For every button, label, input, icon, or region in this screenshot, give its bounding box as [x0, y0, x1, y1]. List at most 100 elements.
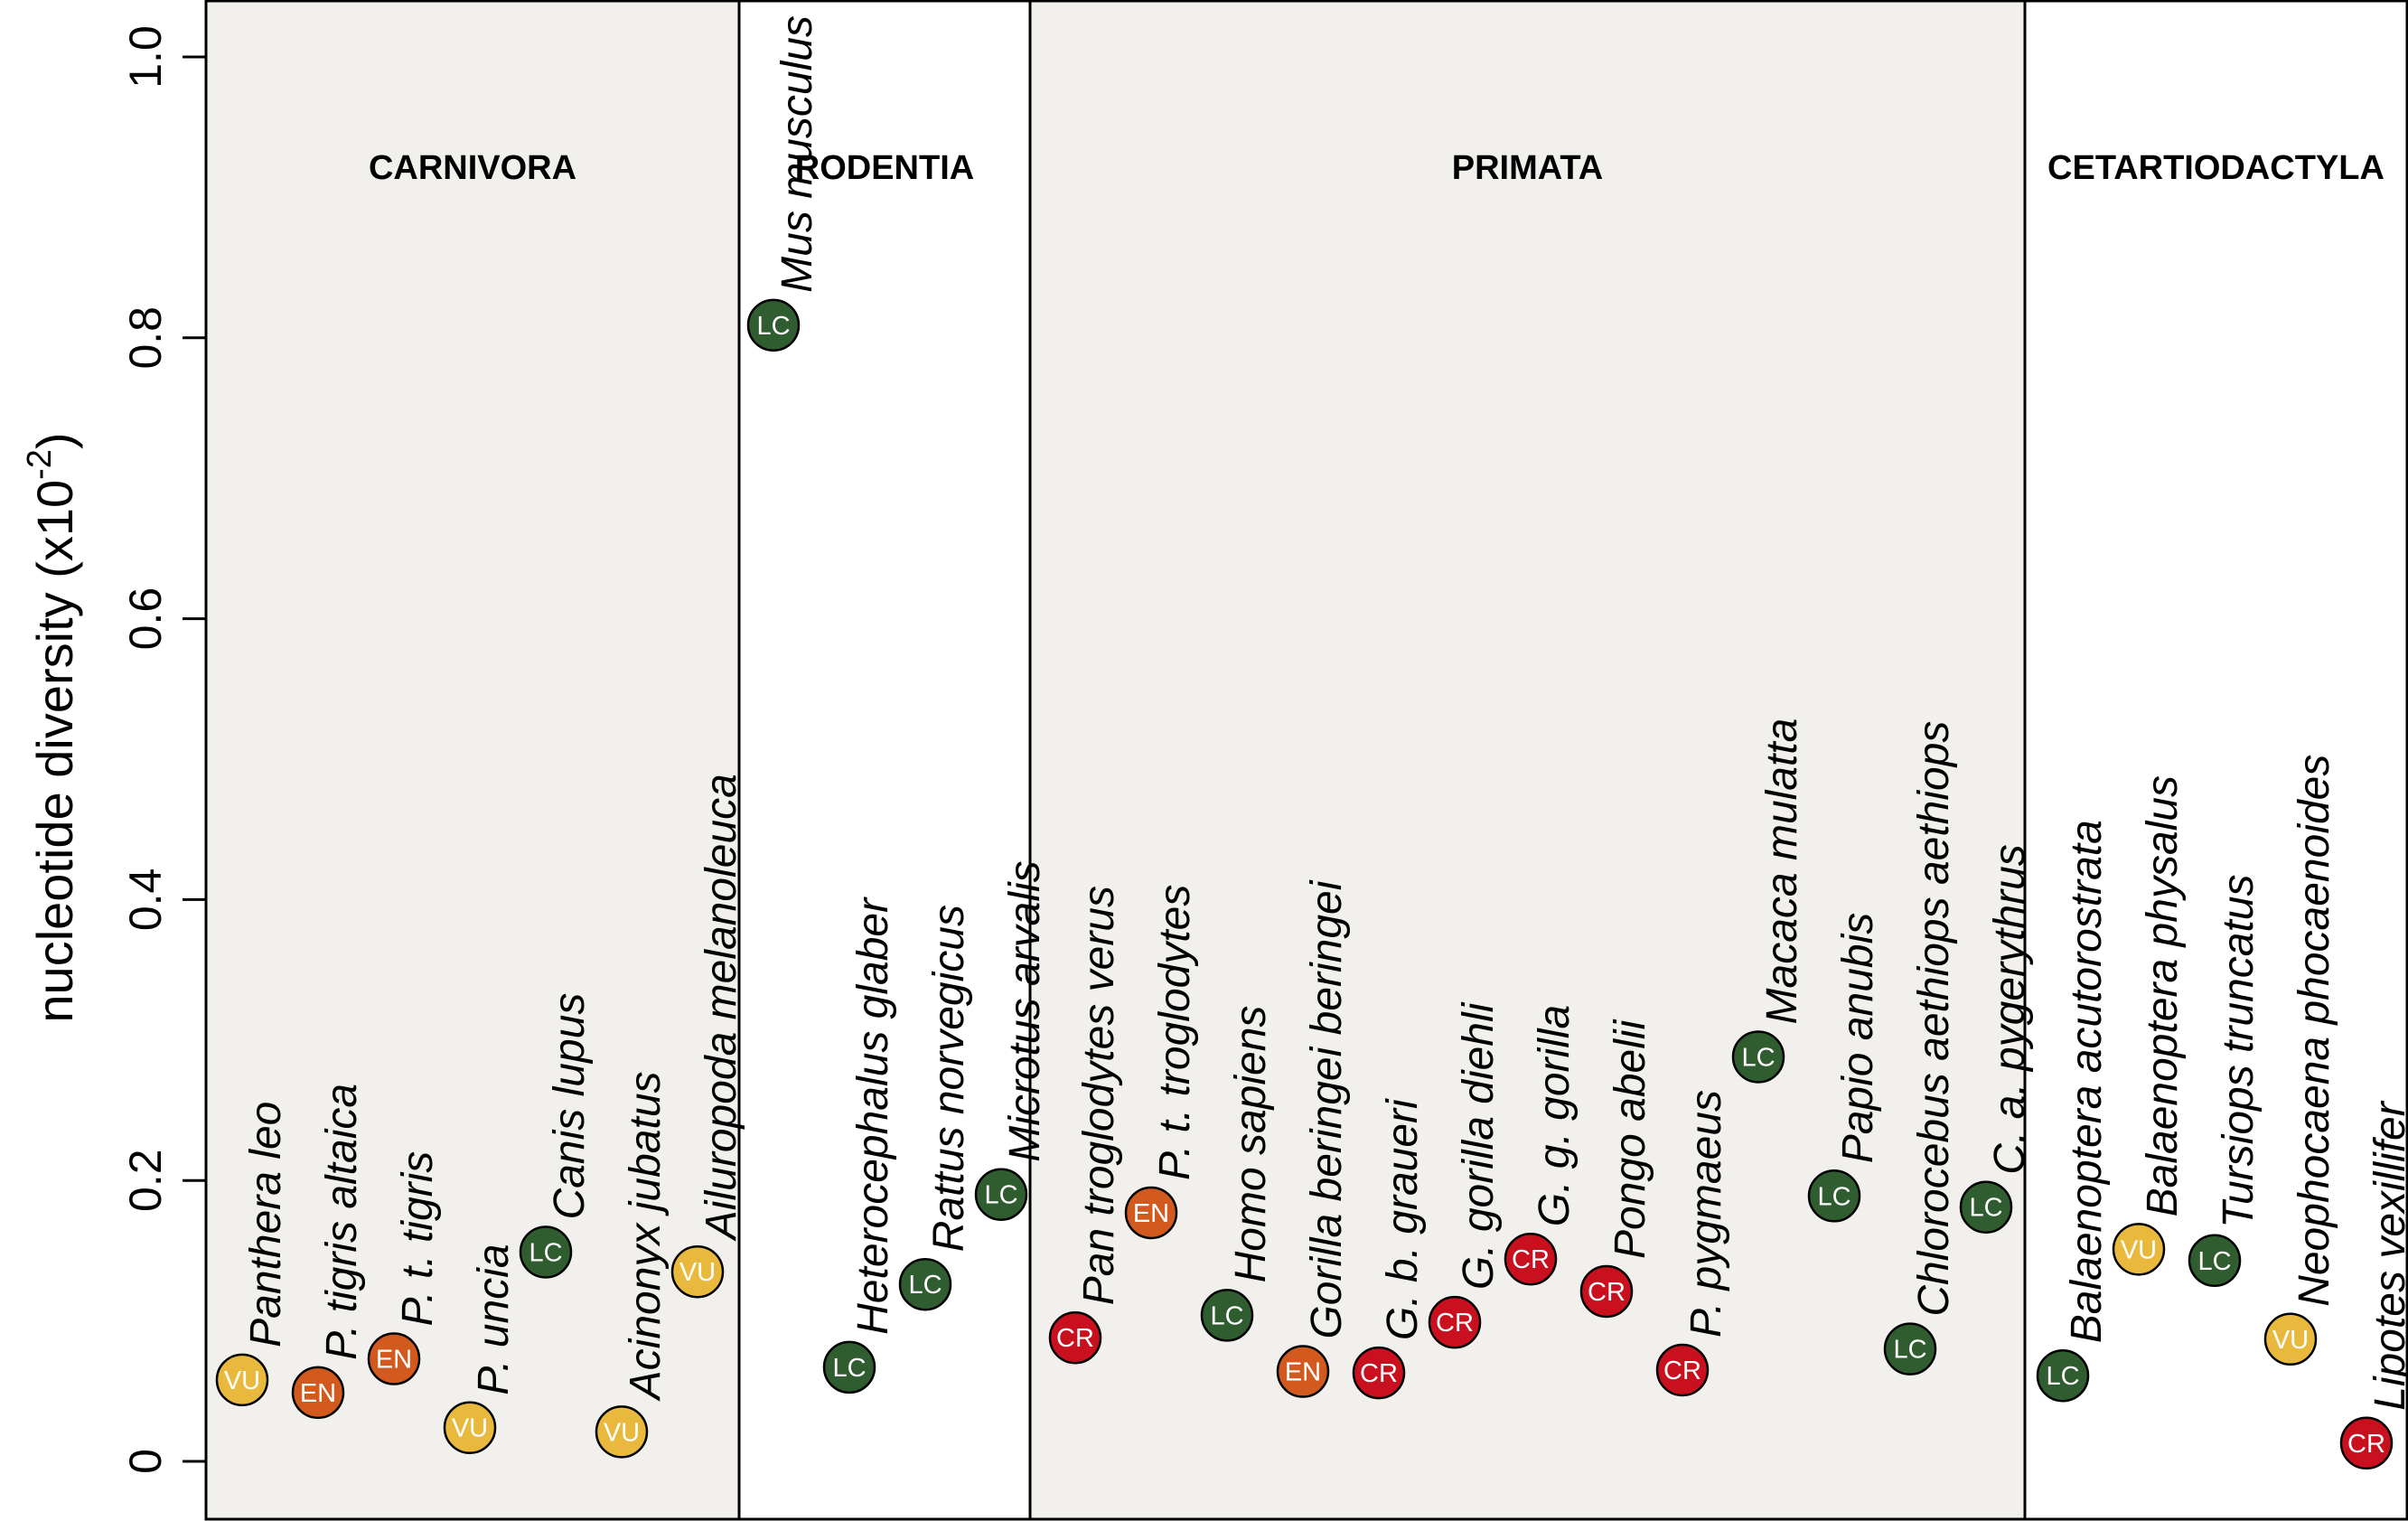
y-tick-label: 0.6: [120, 587, 171, 651]
status-marker: [670, 1244, 725, 1299]
status-label: EN: [300, 1379, 336, 1408]
status-label: LC: [1893, 1336, 1926, 1365]
species-point: LC Mus musculus castaneus: [746, 0, 821, 352]
species-label: Lipotes vexillifer: [2366, 1100, 2408, 1411]
status-label: LC: [1741, 1043, 1775, 1072]
species-point: LC Papio anubis: [1807, 913, 1882, 1223]
group-panel-primata: [1030, 0, 2025, 1519]
species-point: LC Canis lupus: [519, 993, 594, 1279]
species-point: VU Neophocaena phocaenoides: [2263, 755, 2338, 1366]
species-label: Gorilla beringei beringei: [1303, 879, 1351, 1338]
species-label: Canis lupus: [546, 993, 594, 1220]
group-label: PRIMATA: [1452, 149, 1603, 187]
group-label: CARNIVORA: [369, 149, 576, 187]
status-label: CR: [1436, 1309, 1474, 1338]
species-label: G. gorilla diehli: [1455, 1001, 1503, 1290]
status-marker: [215, 1353, 269, 1407]
species-label: Rattus norvegicus: [925, 905, 973, 1252]
species-point: CR G. b. graueri: [1352, 1098, 1427, 1400]
status-marker: [898, 1257, 952, 1311]
species-label: G. g. gorilla: [1531, 1005, 1579, 1226]
species-point: VU Panthera leo: [215, 1102, 290, 1407]
status-marker: [2339, 1416, 2394, 1470]
species-label: P. tigris altaica: [318, 1084, 366, 1360]
status-marker: [1655, 1343, 1710, 1397]
status-marker: [291, 1366, 345, 1420]
status-marker: [443, 1401, 497, 1454]
species-point: EN P. t. troglodytes: [1124, 885, 1199, 1240]
species-point: CR G. g. gorilla: [1504, 1005, 1579, 1286]
species-point: VU P. uncia: [443, 1244, 518, 1454]
species-label: P. t. troglodytes: [1151, 885, 1199, 1180]
status-label: LC: [1210, 1301, 1243, 1330]
status-marker: [595, 1405, 649, 1459]
species-label: Mus musculus castaneus: [773, 0, 821, 293]
species-point: CR Pan troglodytes verus: [1048, 886, 1123, 1365]
species-label: P. uncia: [470, 1244, 518, 1394]
status-label: CR: [1056, 1324, 1094, 1353]
species-point: VU Ailuropoda melanoleuca: [670, 774, 745, 1299]
species-label: Ailuropoda melanoleuca: [698, 774, 745, 1242]
species-point: CR P. pygmaeus: [1655, 1090, 1730, 1397]
status-label: LC: [832, 1354, 866, 1383]
species-label: Neophocaena phocaenoides: [2291, 755, 2338, 1307]
y-axis-label: nucleotide diversity (x10-2): [21, 432, 83, 1022]
status-label: CR: [1360, 1359, 1398, 1388]
species-label: Papio anubis: [1834, 913, 1882, 1164]
species-point: EN P. tigris altaica: [291, 1084, 366, 1420]
data-points: VU Panthera leo EN P. tigris altaica EN P. t.…: [215, 0, 2408, 1470]
status-label: LC: [984, 1181, 1017, 1210]
status-label: VU: [224, 1366, 260, 1395]
species-label: G. b. graueri: [1379, 1098, 1427, 1340]
species-point: VU Acinonyx jubatus: [595, 1071, 670, 1459]
status-marker: [1959, 1180, 2013, 1234]
species-label: P. pygmaeus: [1682, 1090, 1730, 1338]
status-label: LC: [2046, 1362, 2079, 1391]
status-marker: [1504, 1232, 1558, 1286]
status-label: CR: [1512, 1245, 1550, 1274]
species-label: Heterocephalus glaber: [849, 897, 897, 1335]
species-point: LC Microtus arvalis: [974, 860, 1049, 1221]
y-tick-label: 0.4: [120, 868, 171, 932]
species-point: EN P. t. tigris: [367, 1151, 442, 1385]
species-label: Tursiops truncatus: [2215, 875, 2263, 1228]
status-marker: [1048, 1310, 1102, 1365]
species-label: Acinonyx jubatus: [622, 1071, 670, 1402]
status-label: VU: [679, 1258, 716, 1287]
status-label: LC: [529, 1238, 562, 1267]
status-marker: [1276, 1345, 1330, 1398]
status-label: EN: [1133, 1199, 1169, 1228]
status-marker: [822, 1340, 876, 1394]
status-label: EN: [1285, 1358, 1321, 1387]
status-label: VU: [604, 1418, 640, 1447]
y-tick-label: 0.2: [120, 1149, 171, 1212]
species-label: C. a. pygerythrus: [1986, 844, 2034, 1174]
species-point: LC Macaca mulatta: [1731, 718, 1806, 1084]
species-point: LC C. a. pygerythrus: [1959, 844, 2034, 1234]
y-tick-label: 0: [120, 1449, 171, 1474]
status-marker: [367, 1332, 421, 1385]
status-marker: [974, 1168, 1028, 1221]
status-marker: [519, 1225, 573, 1279]
y-tick-label: 1.0: [120, 25, 171, 89]
plot-frame: [204, 0, 2408, 1521]
group-label: RODENTIA: [795, 149, 974, 187]
status-label: EN: [376, 1346, 412, 1375]
status-label: VU: [452, 1414, 488, 1443]
species-point: EN Gorilla beringei beringei: [1276, 879, 1351, 1398]
status-label: LC: [756, 312, 790, 341]
group-panel-carnivora: [206, 0, 739, 1519]
status-marker: [2263, 1312, 2318, 1366]
status-marker: [1883, 1322, 1937, 1375]
species-label: Panthera leo: [242, 1102, 290, 1347]
status-label: LC: [908, 1271, 942, 1300]
species-label: Macaca mulatta: [1758, 718, 1806, 1025]
status-label: LC: [2197, 1247, 2231, 1276]
status-marker: [1579, 1264, 1634, 1319]
status-marker: [746, 298, 801, 352]
species-point: LC Rattus norvegicus: [898, 905, 973, 1311]
y-axis: nucleotide diversity (x10-2) 0 0.2 0.4 0.6 0…: [21, 25, 206, 1474]
status-marker: [2188, 1234, 2242, 1288]
status-label: CR: [1663, 1357, 1701, 1385]
